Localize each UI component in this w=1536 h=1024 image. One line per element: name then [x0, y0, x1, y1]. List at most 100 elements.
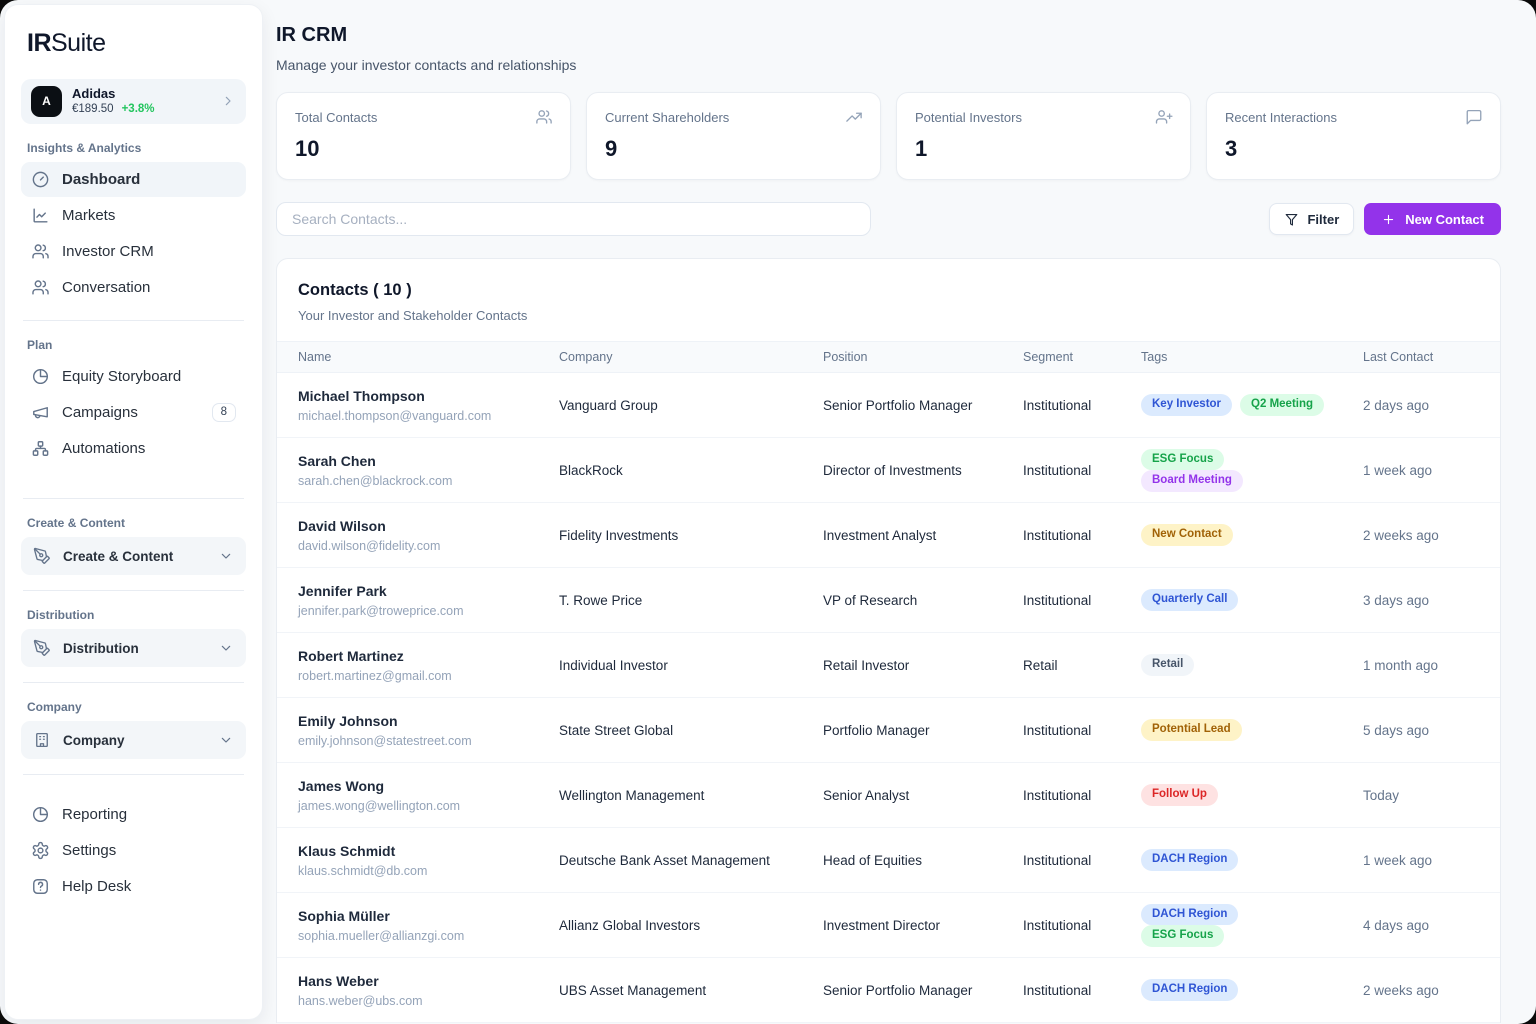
main-content: IR CRM Manage your investor contacts and… — [267, 0, 1536, 1024]
sidebar-item-label: Settings — [62, 842, 117, 860]
contact-name: Hans Weber — [298, 972, 379, 989]
search-input[interactable] — [276, 202, 871, 236]
contacts-card-title: Contacts ( 10 ) — [298, 281, 412, 299]
sidebar-item-create-content[interactable]: Create & Content — [21, 537, 246, 576]
contact-email: robert.martinez@gmail.com — [298, 668, 452, 683]
stat-card-current-shareholders: Current Shareholders 9 — [586, 92, 881, 180]
contact-tags: Key Investor Q2 Meeting — [1120, 372, 1342, 438]
page-title: IR CRM — [276, 24, 348, 46]
sidebar-item-campaigns[interactable]: Campaigns 8 — [21, 395, 246, 431]
contact-position: Director of Investments — [802, 437, 1002, 503]
sidebar-item-help-desk[interactable]: Help Desk — [21, 869, 246, 904]
pie-chart-icon — [32, 368, 49, 384]
sidebar-section-label-create-content: Create & Content — [27, 516, 126, 531]
sidebar-item-reporting[interactable]: Reporting — [21, 797, 246, 832]
users-icon — [32, 244, 49, 259]
contact-last-contact: 1 week ago — [1342, 827, 1500, 893]
stat-label: Potential Investors — [915, 110, 1022, 125]
contact-email: sophia.mueller@allianzgi.com — [298, 928, 465, 943]
sidebar-item-equity-storyboard[interactable]: Equity Storyboard — [21, 359, 246, 394]
contact-last-contact: 4 days ago — [1342, 892, 1500, 958]
contact-position: Portfolio Manager — [802, 697, 1002, 763]
contacts-card-subtitle: Your Investor and Stakeholder Contacts — [298, 308, 528, 323]
stats-row: Total Contacts 10 Current Shareholders 9 Pot… — [276, 92, 1501, 180]
contact-position: Senior Portfolio Manager — [802, 957, 1002, 1023]
sidebar-item-dashboard[interactable]: Dashboard — [21, 161, 246, 197]
contact-company: Allianz Global Investors — [538, 892, 802, 958]
tag-q2-meeting: Q2 Meeting — [1240, 394, 1325, 416]
contact-row-david-wilson[interactable]: David Wilson david.wilson@fidelity.com Fid… — [277, 502, 1500, 568]
contact-company: UBS Asset Management — [538, 957, 802, 1023]
trending-up-icon — [846, 112, 862, 122]
contact-last-contact: 2 weeks ago — [1342, 502, 1500, 568]
contact-position: VP of Research — [802, 567, 1002, 633]
tag-esg-focus: ESG Focus — [1141, 448, 1225, 470]
contact-tags: DACH Region — [1120, 957, 1342, 1023]
filter-button-label: Filter — [1307, 211, 1340, 227]
contact-name: Klaus Schmidt — [298, 842, 396, 859]
filter-button[interactable]: Filter — [1269, 203, 1355, 235]
contact-name: Michael Thompson — [298, 387, 425, 404]
app-logo: IRSuite — [21, 29, 246, 58]
contact-row-robert-martinez[interactable]: Robert Martinez robert.martinez@gmail.com… — [277, 632, 1500, 698]
tag-retail: Retail — [1141, 654, 1195, 676]
stat-label: Total Contacts — [295, 110, 378, 125]
megaphone-icon — [33, 407, 48, 419]
contact-row-sarah-chen[interactable]: Sarah Chen sarah.chen@blackrock.com BlackR… — [277, 437, 1500, 503]
sidebar-item-automations[interactable]: Automations — [21, 431, 246, 466]
contacts-card: Contacts ( 10 ) Your Investor and Stakeh… — [276, 258, 1501, 1023]
message-icon — [1466, 109, 1482, 125]
sidebar-item-company[interactable]: Company — [21, 721, 246, 760]
page-subtitle: Manage your investor contacts and relati… — [276, 57, 577, 73]
sidebar-item-settings[interactable]: Settings — [21, 833, 246, 868]
sidebar-item-distribution[interactable]: Distribution — [21, 629, 246, 668]
contact-row-hans-weber[interactable]: Hans Weber hans.weber@ubs.com UBS Asset Ma… — [277, 957, 1500, 1023]
contact-row-michael-thompson[interactable]: Michael Thompson michael.thompson@vanguar… — [277, 372, 1500, 438]
contact-company: Deutsche Bank Asset Management — [538, 827, 802, 893]
pen-icon — [33, 548, 50, 565]
contact-position: Investment Director — [802, 892, 1002, 958]
contact-row-sophia-m-ller[interactable]: Sophia Müller sophia.mueller@allianzgi.co… — [277, 892, 1500, 958]
contact-row-jennifer-park[interactable]: Jennifer Park jennifer.park@troweprice.co… — [277, 567, 1500, 633]
line-chart-icon — [33, 208, 48, 223]
contacts-table: Name Company Position Segment Tags Last Conta… — [277, 341, 1500, 1023]
sidebar-item-label: Company — [63, 732, 125, 748]
company-ticker-widget[interactable]: A Adidas €189.50 +3.8% — [21, 78, 246, 124]
sidebar-item-markets[interactable]: Markets — [21, 198, 246, 233]
stat-label: Current Shareholders — [605, 110, 730, 125]
sidebar-nav: Insights & Analytics Dashboard Markets Inve… — [21, 124, 246, 906]
stat-card-potential-investors: Potential Investors 1 — [896, 92, 1191, 180]
stat-value: 1 — [915, 136, 928, 161]
column-header-segment: Segment — [1002, 341, 1120, 373]
new-contact-button[interactable]: New Contact — [1364, 203, 1501, 235]
sidebar-item-label: Conversation — [62, 278, 151, 296]
contact-company: T. Rowe Price — [538, 567, 802, 633]
workflow-icon — [32, 441, 49, 457]
sidebar-item-conversation[interactable]: Conversation — [21, 270, 246, 305]
contacts-table-body: Michael Thompson michael.thompson@vanguar… — [277, 372, 1500, 1023]
chevron-down-icon — [221, 737, 231, 743]
sidebar-item-investor-crm[interactable]: Investor CRM — [21, 234, 246, 269]
contact-email: michael.thompson@vanguard.com — [298, 408, 492, 423]
company-change: +3.8% — [121, 103, 155, 115]
tag-potential-lead: Potential Lead — [1141, 719, 1242, 741]
contact-tags: Follow Up — [1120, 762, 1342, 828]
contact-email: sarah.chen@blackrock.com — [298, 473, 453, 488]
contact-tags: DACH RegionESG Focus — [1120, 892, 1342, 958]
column-header-company: Company — [538, 341, 802, 373]
sidebar-section-label-company: Company — [27, 700, 82, 715]
tag-dach-region: DACH Region — [1141, 903, 1239, 925]
company-avatar: A — [31, 85, 62, 117]
chevron-right-icon — [225, 96, 231, 106]
contact-row-emily-johnson[interactable]: Emily Johnson emily.johnson@statestreet.c… — [277, 697, 1500, 763]
stat-card-total-contacts: Total Contacts 10 — [276, 92, 571, 180]
help-icon — [33, 879, 48, 895]
contact-row-klaus-schmidt[interactable]: Klaus Schmidt klaus.schmidt@db.com Deutsch… — [277, 827, 1500, 893]
column-header-last-contact: Last Contact — [1342, 341, 1500, 373]
contact-row-james-wong[interactable]: James Wong james.wong@wellington.com Welli… — [277, 762, 1500, 828]
contact-tags: New Contact — [1120, 502, 1342, 568]
toolbar: Filter New Contact — [276, 202, 1501, 236]
contact-segment: Institutional — [1002, 827, 1120, 893]
company-price: €189.50 — [72, 103, 114, 115]
